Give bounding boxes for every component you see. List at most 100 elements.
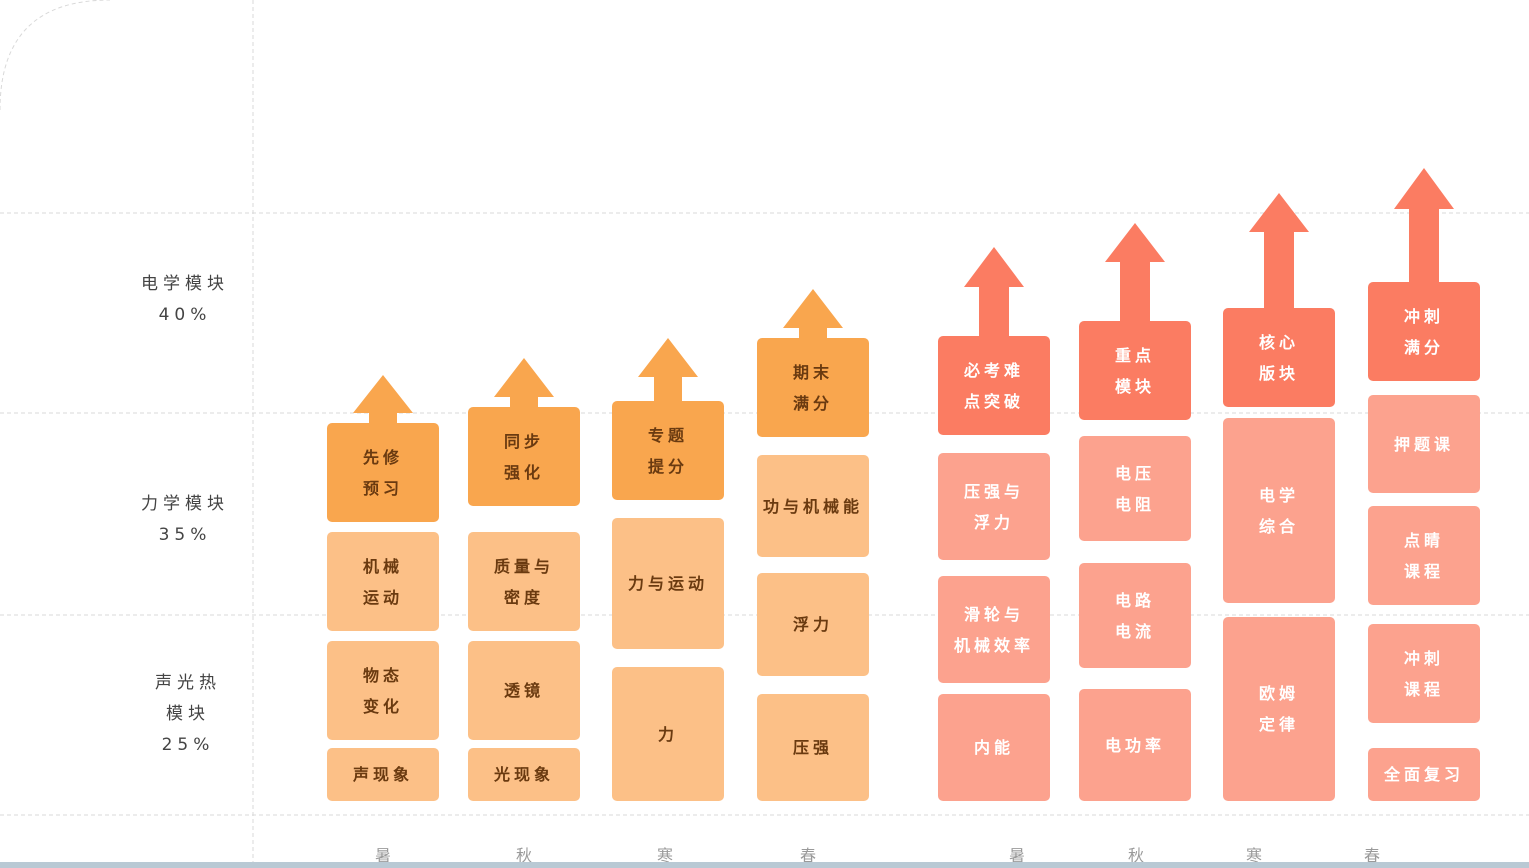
block-text: 浮力 bbox=[792, 615, 833, 634]
block-text: 电阻 bbox=[1114, 494, 1155, 514]
topic-block: 全面复习 bbox=[1368, 748, 1480, 801]
module-label-line: 模块 bbox=[166, 704, 210, 724]
block-text: 机械 bbox=[362, 556, 403, 576]
topic-block: 物态 变化 bbox=[327, 641, 439, 740]
bottom-bar bbox=[0, 862, 1529, 868]
topic-block: 押题课 bbox=[1368, 395, 1480, 493]
block-text: 点突破 bbox=[963, 391, 1024, 411]
topic-block: 浮力 bbox=[757, 573, 869, 676]
block-text: 同步 bbox=[503, 431, 544, 451]
block-text: 质量与 bbox=[493, 556, 554, 576]
topic-block: 电功率 bbox=[1079, 689, 1191, 801]
column-header-block: 冲刺 满分 bbox=[1368, 282, 1480, 381]
block-text: 声现象 bbox=[352, 765, 413, 784]
block-text: 必考难 bbox=[963, 360, 1024, 380]
topic-block: 冲刺 课程 bbox=[1368, 624, 1480, 723]
topic-block: 功与机械能 bbox=[757, 455, 869, 557]
topic-block: 电压 电阻 bbox=[1079, 436, 1191, 541]
column-header-block: 重点 模块 bbox=[1079, 321, 1191, 420]
block-text: 力 bbox=[657, 724, 678, 744]
block-text: 核心 bbox=[1258, 332, 1299, 352]
module-label-line: 40% bbox=[158, 305, 212, 325]
block-text: 专题 bbox=[647, 425, 688, 445]
block-text: 电路 bbox=[1114, 590, 1155, 610]
topic-block: 力与运动 bbox=[612, 518, 724, 649]
column-header-block: 专题 提分 bbox=[612, 401, 724, 500]
block-text: 运动 bbox=[362, 587, 403, 607]
block-text: 电压 bbox=[1114, 463, 1155, 483]
module-label-electricity: 电学模块 40% bbox=[125, 269, 245, 331]
block-text: 全面复习 bbox=[1383, 765, 1464, 784]
block-text: 强化 bbox=[503, 462, 544, 482]
block-text: 冲刺 bbox=[1403, 648, 1444, 668]
up-arrow-icon bbox=[783, 289, 843, 340]
topic-block: 声现象 bbox=[327, 748, 439, 801]
season-label: 暑 bbox=[374, 846, 391, 865]
module-label-line: 35% bbox=[158, 525, 212, 545]
block-text: 预习 bbox=[362, 478, 403, 498]
block-text: 版块 bbox=[1258, 363, 1299, 383]
block-text: 压强与 bbox=[963, 481, 1024, 501]
block-text: 功与机械能 bbox=[762, 496, 863, 516]
module-label-line: 声光热 bbox=[155, 673, 221, 693]
block-text: 滑轮与 bbox=[963, 604, 1024, 624]
topic-block: 力 bbox=[612, 667, 724, 801]
block-text: 电流 bbox=[1114, 621, 1155, 641]
block-text: 定律 bbox=[1258, 715, 1299, 734]
block-text: 压强 bbox=[792, 738, 833, 757]
block-text: 物态 bbox=[362, 665, 403, 685]
up-arrow-icon bbox=[1394, 168, 1454, 284]
block-text: 满分 bbox=[792, 393, 833, 413]
season-label: 寒 bbox=[656, 846, 673, 865]
block-text: 期末 bbox=[792, 362, 833, 382]
block-text: 先修 bbox=[362, 447, 403, 467]
topic-block: 电路 电流 bbox=[1079, 563, 1191, 668]
column-header-block: 必考难 点突破 bbox=[938, 336, 1050, 435]
block-text: 内能 bbox=[973, 738, 1014, 757]
season-label: 暑 bbox=[1008, 846, 1025, 865]
module-label-line: 电学模块 bbox=[141, 274, 229, 294]
topic-block: 滑轮与 机械效率 bbox=[938, 576, 1050, 683]
block-text: 课程 bbox=[1403, 561, 1444, 581]
block-text: 押题课 bbox=[1393, 434, 1454, 454]
block-text: 重点 bbox=[1114, 345, 1155, 365]
up-arrow-icon bbox=[1105, 223, 1165, 323]
column-header-block: 先修 预习 bbox=[327, 423, 439, 522]
module-label-sound-light-heat: 声光热 模块 25% bbox=[128, 668, 248, 761]
topic-block: 压强与 浮力 bbox=[938, 453, 1050, 560]
column-header-block: 核心 版块 bbox=[1223, 308, 1335, 407]
block-text: 模块 bbox=[1114, 376, 1155, 396]
topic-block: 质量与 密度 bbox=[468, 532, 580, 631]
block-text: 透镜 bbox=[503, 681, 544, 700]
topic-block: 电学 综合 bbox=[1223, 418, 1335, 603]
topic-block: 点睛 课程 bbox=[1368, 506, 1480, 605]
block-text: 浮力 bbox=[973, 512, 1014, 532]
module-label-mechanics: 力学模块 35% bbox=[125, 489, 245, 551]
up-arrow-icon bbox=[1249, 193, 1309, 310]
topic-block: 内能 bbox=[938, 694, 1050, 801]
topic-block: 压强 bbox=[757, 694, 869, 801]
topic-block: 机械 运动 bbox=[327, 532, 439, 631]
up-arrow-icon bbox=[353, 375, 413, 425]
block-text: 机械效率 bbox=[953, 635, 1034, 655]
block-text: 综合 bbox=[1258, 516, 1299, 536]
topic-block: 欧姆 定律 bbox=[1223, 617, 1335, 801]
block-text: 提分 bbox=[647, 456, 688, 476]
season-label: 春 bbox=[799, 846, 816, 865]
topic-block: 光现象 bbox=[468, 748, 580, 801]
column-header-block: 同步 强化 bbox=[468, 407, 580, 506]
season-label: 秋 bbox=[1127, 846, 1144, 865]
block-text: 电学 bbox=[1258, 485, 1299, 505]
block-text: 变化 bbox=[362, 696, 403, 716]
module-label-line: 25% bbox=[161, 735, 215, 755]
block-text: 光现象 bbox=[493, 765, 554, 784]
topic-block: 透镜 bbox=[468, 641, 580, 740]
block-text: 课程 bbox=[1403, 679, 1444, 699]
season-label: 秋 bbox=[515, 846, 532, 865]
season-label: 寒 bbox=[1245, 846, 1262, 865]
block-text: 冲刺 bbox=[1403, 306, 1444, 326]
season-label: 春 bbox=[1363, 846, 1380, 865]
up-arrow-icon bbox=[638, 338, 698, 403]
up-arrow-icon bbox=[964, 247, 1024, 338]
